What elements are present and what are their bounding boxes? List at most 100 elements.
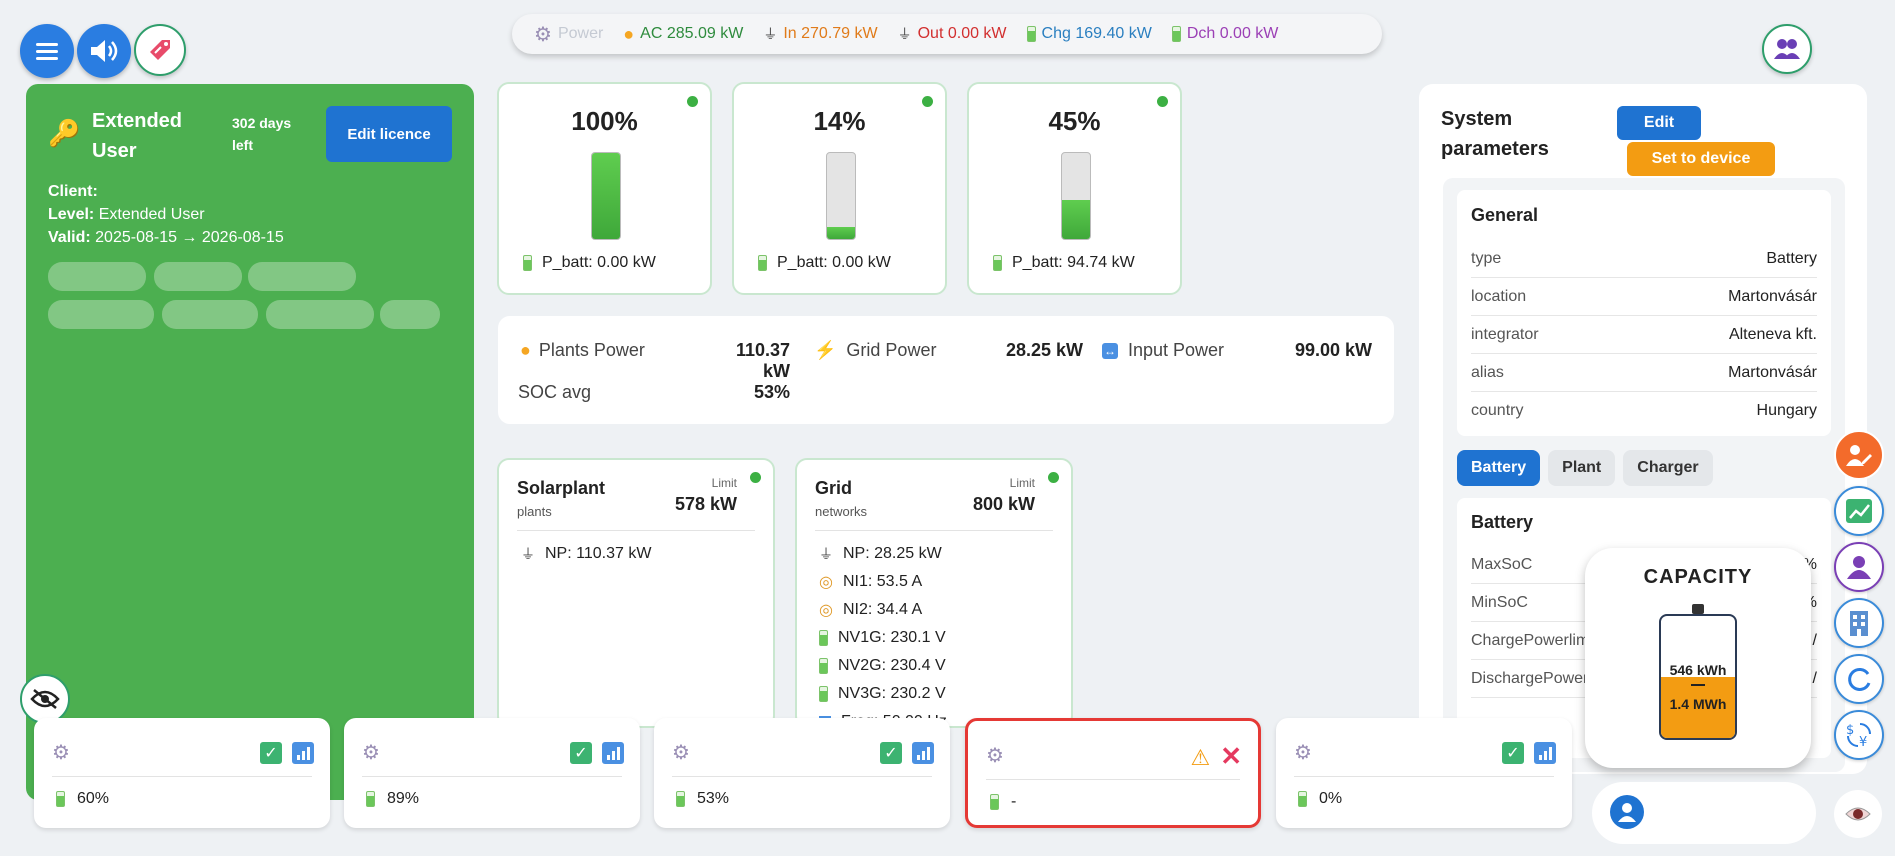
battery-icon [990,794,999,810]
battery-gauge [826,152,856,240]
device-card[interactable]: ⚙ ✓ 60% [34,718,330,828]
licence-details: Client: Level: Extended User Valid: 2025… [48,183,284,246]
solarplant-subtitle: plants [517,504,552,519]
edit-button[interactable]: Edit [1617,106,1701,140]
capacity-title: CAPACITY [1643,566,1753,588]
user-avatar-icon [1610,795,1644,829]
building-button[interactable] [1834,598,1884,648]
set-to-device-button[interactable]: Set to device [1627,142,1775,176]
grid-power-value: 28.25 kW [1005,340,1083,360]
profile-button[interactable] [1834,542,1884,592]
dch-status: Dch 0.00 kW [1171,25,1278,43]
signal-icon [292,742,314,764]
edit-user-button[interactable] [1834,430,1884,480]
device-soc: 0% [1298,790,1342,808]
grid-measurements: ⏚ NP: 28.25 kW ◎ NI1: 53.5 A ◎ NI2: 34.4 A … [819,540,947,726]
status-dot [687,96,698,107]
feature-pill [380,300,440,329]
device-card-alert[interactable]: ⚙ ⚠ ✕ - [965,718,1261,828]
input-power-label: ↔ Input Power [1102,340,1225,360]
tab-battery[interactable]: Battery [1457,450,1541,486]
signal-icon [602,742,624,764]
feature-pill [154,262,242,291]
eye-icon [1845,807,1871,821]
divider [1294,776,1554,777]
sound-button[interactable] [77,24,131,78]
device-soc: 60% [56,790,109,808]
gauge-icon: ◎ [819,574,833,591]
menu-button[interactable] [20,24,74,78]
battery-gauge [1061,152,1091,240]
tab-plant[interactable]: Plant [1548,450,1616,486]
divider [815,530,1053,531]
param-tabs: Battery Plant Charger [1457,450,1713,486]
solarplant-title: Solarplant [517,478,606,498]
users-button[interactable] [1762,24,1812,74]
battery-power: P_batt: 0.00 kW [758,254,891,272]
grid-card[interactable]: Grid networks Limit 800 kW ⏚ NP: 28.25 kW… [795,458,1073,728]
device-card[interactable]: ⚙ ✓ 0% [1276,718,1572,828]
device-card[interactable]: ⚙ ✓ 53% [654,718,950,828]
battery-percent: 14% [813,106,866,136]
divider [986,779,1240,780]
input-power-value: 99.00 kW [1294,340,1372,360]
soc-avg-value: 53% [753,382,790,402]
svg-text:$: $ [1846,723,1854,738]
battery-card[interactable]: 14% P_batt: 0.00 kW [732,82,947,295]
feature-pill [248,262,356,291]
hide-button[interactable] [20,674,70,724]
chart-icon [1846,499,1872,523]
limit-value: 578 kW [674,494,737,514]
refresh-button[interactable] [1834,654,1884,704]
measurement-row: ◎ NI1: 53.5 A [819,573,923,591]
solarplant-card[interactable]: Solarplant plants Limit 578 kW ⏚ NP: 110.… [497,458,775,728]
status-dot [750,472,761,483]
gear-icon: ⚙ [672,742,690,764]
soc-avg-label: SOC avg [518,382,592,402]
divider [1691,684,1705,686]
param-row: country Hungary [1471,402,1817,419]
feature-pill [266,300,374,329]
grid-power-label: ⚡ Grid Power [814,340,937,360]
battery-icon [1026,26,1036,42]
grid-title: Grid [815,478,853,498]
battery-icon [523,255,532,271]
measurement-row: ⏚ NP: 28.25 kW [819,545,942,562]
status-dot [1157,96,1168,107]
refresh-icon [1848,667,1871,691]
plants-power-label: ● Plants Power [520,340,645,360]
battery-icon [993,255,1002,271]
sun-icon: ● [520,340,531,360]
feature-pill [48,262,146,291]
param-row: location Martonvásár [1471,278,1817,316]
chart-button[interactable] [1834,486,1884,536]
edit-licence-button[interactable]: Edit licence [326,106,452,162]
arrows-icon: ↔ [1102,342,1118,359]
user-pill[interactable] [1592,782,1816,844]
battery-icon [366,791,375,807]
signal-icon [1534,742,1556,764]
building-icon [1850,611,1868,636]
out-status: ⏚ Out 0.00 kW [897,25,1007,42]
device-card[interactable]: ⚙ ✓ 89% [344,718,640,828]
param-row: alias Martonvásár [1471,354,1817,392]
view-button[interactable] [1834,790,1882,838]
device-soc: 89% [366,790,419,808]
tag-button[interactable] [134,24,186,76]
hamburger-icon [36,43,58,60]
limit-label: Limit [711,476,737,490]
check-icon: ✓ [880,742,902,764]
measurement-row: NV1G: 230.1 V [819,624,947,652]
battery-card[interactable]: 45% P_batt: 94.74 kW [967,82,1182,295]
gauge-icon: ◎ [819,602,833,619]
gear-icon: ⚙ [534,23,552,46]
feature-pill [48,300,154,329]
tab-charger[interactable]: Charger [1623,450,1713,486]
currency-button[interactable]: $ ¥ [1834,710,1884,760]
battery-card[interactable]: 100% P_batt: 0.00 kW [497,82,712,295]
np-row: ⏚ NP: 110.37 kW [521,545,652,562]
battery-power: P_batt: 0.00 kW [523,254,656,272]
general-title: General [1471,205,1539,225]
check-icon: ✓ [1502,742,1524,764]
grid-subtitle: networks [815,504,868,519]
